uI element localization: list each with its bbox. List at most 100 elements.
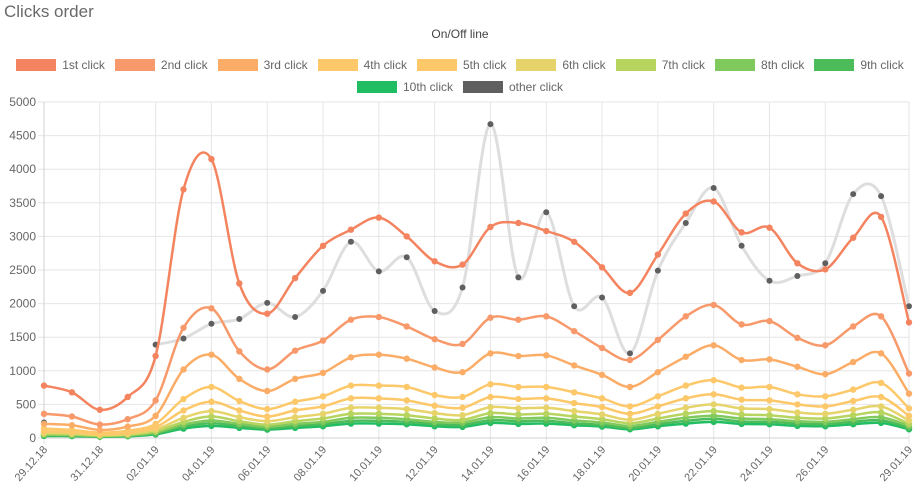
x-tick-label: 08.01.19 <box>292 444 330 484</box>
data-point <box>291 274 299 282</box>
data-point <box>375 214 383 221</box>
x-tick-label: 26.01.19 <box>794 444 832 484</box>
data-point <box>180 366 187 373</box>
data-point <box>403 397 410 404</box>
legend-item[interactable]: 3rd click <box>217 58 308 72</box>
data-point <box>459 411 466 419</box>
data-point <box>180 395 187 403</box>
data-point <box>654 410 662 418</box>
legend-swatch <box>416 59 457 71</box>
legend-swatch <box>516 59 557 71</box>
data-point <box>766 397 773 404</box>
legend-item[interactable]: 6th click <box>516 58 606 72</box>
x-tick-label: 22.01.19 <box>682 444 720 484</box>
legend-item[interactable]: other click <box>463 80 563 94</box>
data-point <box>794 363 801 370</box>
data-point <box>347 238 354 245</box>
data-point <box>570 413 578 420</box>
x-tick-label: 20.01.19 <box>627 444 665 484</box>
data-point <box>236 280 243 287</box>
legend-swatch <box>317 59 358 71</box>
data-point <box>320 287 327 294</box>
legend-item[interactable]: 5th click <box>416 58 507 72</box>
data-point <box>626 403 634 410</box>
data-point <box>822 403 829 410</box>
data-point <box>431 391 438 399</box>
data-point <box>515 383 522 391</box>
data-point <box>347 316 355 323</box>
legend-label: other click <box>509 80 564 94</box>
data-point <box>766 356 773 363</box>
legend-item[interactable]: 4th click <box>317 58 407 72</box>
legend-label: 3rd click <box>263 58 308 72</box>
y-tick-label: 1500 <box>9 330 36 344</box>
legend-label: 7th click <box>661 58 706 72</box>
data-point <box>347 354 355 361</box>
data-point <box>208 305 215 312</box>
data-point <box>403 383 410 391</box>
data-point <box>375 268 382 275</box>
data-point <box>710 185 717 192</box>
data-point <box>431 258 438 265</box>
data-point <box>180 414 187 422</box>
legend-label: 4th click <box>363 58 407 72</box>
data-point <box>319 410 327 418</box>
legend-item[interactable]: 1st click <box>16 58 105 72</box>
data-point <box>738 384 745 391</box>
data-point <box>459 340 466 348</box>
data-point <box>291 375 299 383</box>
series-line <box>155 122 911 355</box>
legend-label: 5th click <box>462 58 507 72</box>
legend-item[interactable]: 7th click <box>615 58 706 72</box>
data-point <box>431 307 438 314</box>
legend-label: 1st click <box>62 58 105 72</box>
data-point <box>208 155 215 163</box>
data-point <box>180 407 187 414</box>
data-point <box>822 410 829 418</box>
data-point <box>654 267 661 274</box>
data-point <box>543 404 550 411</box>
data-point <box>822 415 829 422</box>
legend-item[interactable]: 10th click <box>356 80 453 94</box>
data-point <box>236 316 243 323</box>
data-point <box>208 413 215 420</box>
y-tick-label: 5000 <box>9 95 36 109</box>
legend-row: 10th click other click <box>0 76 920 98</box>
data-point <box>375 313 383 321</box>
data-point <box>654 368 662 376</box>
data-point <box>459 404 466 411</box>
data-point <box>375 395 383 402</box>
data-point <box>40 410 48 418</box>
on-off-line-toggle[interactable]: On/Off line <box>431 27 489 41</box>
legend-swatch <box>814 59 855 71</box>
data-point <box>905 319 913 326</box>
data-point <box>738 396 745 403</box>
x-tick-label: 29.01.19 <box>878 444 916 484</box>
data-point <box>738 405 745 412</box>
data-point <box>710 407 717 415</box>
legend-item[interactable]: 9th click <box>814 58 904 72</box>
data-point <box>291 407 299 414</box>
data-point <box>794 273 801 280</box>
data-point <box>766 383 773 391</box>
y-tick-label: 500 <box>16 397 36 411</box>
data-point <box>654 336 662 344</box>
data-point <box>319 415 327 422</box>
data-point <box>682 219 689 226</box>
legend-item[interactable]: 8th click <box>715 58 804 72</box>
legend-label: 8th click <box>761 58 805 72</box>
legend-item[interactable]: 2nd click <box>114 58 208 72</box>
legend-swatch <box>217 59 258 71</box>
y-tick-label: 3500 <box>9 196 36 210</box>
data-point <box>654 251 662 258</box>
data-point <box>877 413 885 421</box>
data-point <box>264 299 271 306</box>
data-point <box>319 369 327 377</box>
data-point <box>403 233 410 240</box>
data-point <box>459 393 466 401</box>
data-point <box>347 410 355 418</box>
data-point <box>40 420 48 428</box>
data-point <box>291 347 299 354</box>
data-point <box>905 412 913 420</box>
data-point <box>654 403 662 410</box>
